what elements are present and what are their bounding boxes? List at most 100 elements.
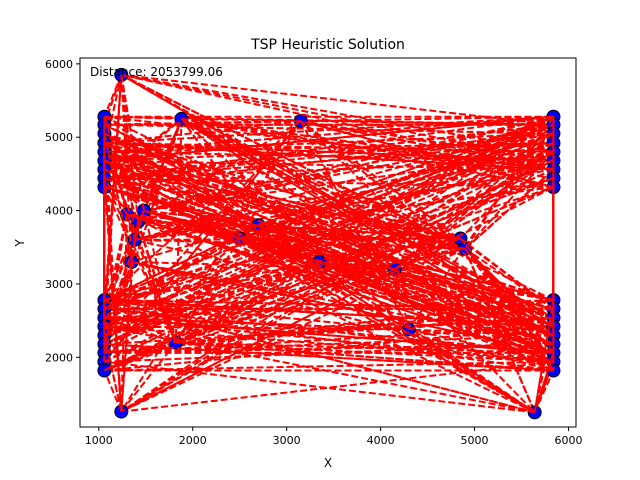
route-segment bbox=[103, 74, 123, 309]
route-segment bbox=[104, 260, 320, 328]
route-segment bbox=[459, 237, 555, 354]
route-segment bbox=[131, 260, 554, 372]
y-tick-label: 2000 bbox=[45, 351, 73, 364]
route-segment bbox=[180, 118, 555, 363]
route-segment bbox=[121, 73, 554, 171]
route-segment bbox=[103, 214, 128, 336]
route-segment bbox=[120, 342, 177, 413]
route-segment bbox=[121, 73, 554, 126]
route-segment bbox=[180, 118, 410, 331]
route-segment bbox=[319, 261, 554, 372]
y-tick-label: 5000 bbox=[45, 131, 73, 144]
route-segment bbox=[104, 325, 554, 372]
route-segment bbox=[120, 239, 136, 412]
route-segment bbox=[239, 237, 466, 250]
route-segment bbox=[103, 132, 554, 346]
x-tick-label: 1000 bbox=[85, 434, 113, 447]
route-segment bbox=[175, 341, 554, 363]
y-tick-label: 3000 bbox=[45, 278, 73, 291]
route-segment bbox=[104, 299, 535, 414]
x-axis-label: X bbox=[324, 456, 332, 470]
route-segment bbox=[103, 74, 123, 118]
chart-title: TSP Heuristic Solution bbox=[250, 37, 405, 53]
route-segment bbox=[131, 260, 554, 354]
route-segment bbox=[103, 118, 183, 188]
route-segment bbox=[300, 120, 554, 162]
route-segment bbox=[134, 123, 554, 241]
route-segment bbox=[258, 115, 554, 227]
route-segment bbox=[103, 261, 133, 354]
route-segment bbox=[180, 118, 554, 337]
route-segment bbox=[126, 132, 554, 216]
route-segment bbox=[143, 150, 554, 212]
x-tick-label: 3000 bbox=[273, 434, 301, 447]
route-segment bbox=[393, 268, 536, 414]
route-segment bbox=[464, 248, 555, 372]
city-points bbox=[97, 67, 561, 420]
route-segment bbox=[104, 115, 554, 171]
route-segment bbox=[137, 115, 554, 223]
route-segment bbox=[120, 74, 140, 222]
x-tick-label: 2000 bbox=[179, 434, 207, 447]
route-segment bbox=[533, 370, 555, 413]
x-axis-ticks: 1000 2000 3000 4000 5000 6000 bbox=[85, 427, 582, 447]
y-axis-label: Y bbox=[13, 239, 27, 248]
route-segment bbox=[126, 213, 554, 354]
route-segment bbox=[181, 117, 461, 240]
route-segment bbox=[464, 116, 555, 250]
route-segment bbox=[104, 343, 554, 363]
route-segment bbox=[120, 132, 554, 413]
route-segment bbox=[103, 214, 128, 318]
route-segment bbox=[104, 132, 554, 189]
route-segment bbox=[299, 120, 410, 330]
route-segment bbox=[131, 224, 259, 263]
route-segment bbox=[103, 123, 554, 337]
route-segment bbox=[134, 142, 554, 241]
route-segment bbox=[121, 360, 554, 413]
route-segment bbox=[394, 151, 555, 271]
route-segment bbox=[104, 159, 461, 240]
route-segment bbox=[104, 132, 554, 180]
route-segment bbox=[104, 343, 554, 372]
route-segment bbox=[131, 260, 395, 271]
route-segment bbox=[137, 120, 302, 223]
route-segment bbox=[103, 159, 536, 414]
route-segment bbox=[104, 316, 554, 363]
route-segment bbox=[120, 74, 145, 211]
route-segment bbox=[103, 186, 177, 344]
plot-frame bbox=[79, 57, 577, 428]
route-segment bbox=[393, 269, 410, 330]
route-segment bbox=[104, 177, 554, 302]
route-segment bbox=[181, 117, 554, 171]
route-segment bbox=[104, 142, 554, 162]
route-segment bbox=[104, 334, 554, 354]
route-segment bbox=[239, 123, 554, 240]
y-axis-ticks: 2000 3000 4000 5000 6000 bbox=[45, 58, 80, 364]
route-segment bbox=[126, 213, 466, 250]
route-segment bbox=[120, 261, 133, 412]
route-segment bbox=[175, 341, 554, 354]
route-segment bbox=[175, 268, 396, 344]
y-tick-label: 4000 bbox=[45, 205, 73, 218]
route-segment bbox=[464, 247, 555, 310]
route-segment bbox=[180, 118, 554, 328]
route-segment bbox=[104, 186, 554, 302]
route-segment bbox=[104, 150, 554, 302]
route-segment bbox=[103, 168, 536, 414]
route-segment bbox=[104, 186, 554, 337]
route-segment bbox=[104, 168, 461, 240]
route-segment bbox=[258, 132, 554, 227]
route-segment bbox=[103, 74, 123, 336]
route-segment bbox=[181, 117, 554, 189]
route-segment bbox=[103, 335, 123, 412]
route-segment bbox=[104, 120, 301, 126]
route-segment bbox=[103, 370, 123, 412]
route-segment bbox=[300, 120, 555, 372]
route-segment bbox=[104, 360, 554, 372]
route-segment bbox=[103, 151, 554, 372]
y-tick-label: 6000 bbox=[45, 58, 73, 71]
route-segment bbox=[104, 159, 554, 337]
route-segment bbox=[103, 115, 554, 337]
route-segment bbox=[120, 74, 136, 241]
